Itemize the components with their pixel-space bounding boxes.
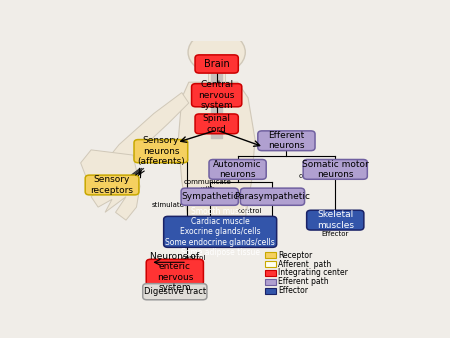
Text: Spinal
cord: Spinal cord — [202, 114, 231, 134]
Text: Autonomic
neurons: Autonomic neurons — [213, 160, 262, 179]
Text: Efferent path: Efferent path — [278, 277, 328, 286]
FancyBboxPatch shape — [265, 288, 275, 294]
FancyBboxPatch shape — [192, 83, 242, 107]
Text: Central
nervous
system: Central nervous system — [198, 80, 235, 110]
Circle shape — [188, 31, 245, 74]
Text: Sensory
receptors: Sensory receptors — [90, 175, 134, 195]
Text: control: control — [238, 208, 262, 214]
Text: Effector: Effector — [278, 286, 308, 295]
FancyBboxPatch shape — [209, 160, 266, 179]
FancyBboxPatch shape — [258, 131, 315, 151]
FancyBboxPatch shape — [195, 114, 238, 134]
FancyBboxPatch shape — [85, 175, 139, 195]
Polygon shape — [81, 150, 140, 220]
FancyBboxPatch shape — [265, 270, 275, 276]
Text: Smooth muscle
Cardiac muscle
Exocrine glands/cells
Some endocrine glands/cells
S: Smooth muscle Cardiac muscle Exocrine gl… — [165, 207, 275, 257]
FancyBboxPatch shape — [265, 261, 275, 267]
Text: Skeletal
muscles: Skeletal muscles — [317, 211, 354, 230]
Text: Effector: Effector — [322, 232, 349, 238]
Text: Efferent
neurons: Efferent neurons — [268, 131, 305, 150]
Text: Brain: Brain — [204, 59, 230, 69]
FancyBboxPatch shape — [143, 284, 207, 300]
Text: Neurons of
enteric
nervous
system: Neurons of enteric nervous system — [150, 252, 199, 292]
Text: Digestive tract: Digestive tract — [144, 287, 206, 296]
FancyBboxPatch shape — [146, 259, 203, 285]
Text: Sympathetic: Sympathetic — [181, 192, 238, 201]
Text: Integrating center: Integrating center — [278, 268, 348, 277]
FancyBboxPatch shape — [195, 55, 238, 73]
Text: Parasympathetic: Parasympathetic — [234, 192, 310, 201]
FancyBboxPatch shape — [265, 279, 275, 285]
Text: control: control — [182, 255, 206, 261]
FancyBboxPatch shape — [134, 140, 188, 163]
FancyBboxPatch shape — [303, 160, 367, 179]
Text: control: control — [299, 173, 323, 179]
FancyBboxPatch shape — [306, 210, 364, 230]
Polygon shape — [178, 82, 255, 244]
Text: Sensory
neurons
(afferents): Sensory neurons (afferents) — [137, 136, 185, 166]
Text: stimulate: stimulate — [151, 201, 184, 208]
Polygon shape — [108, 93, 189, 171]
FancyBboxPatch shape — [181, 188, 238, 205]
Polygon shape — [208, 73, 225, 82]
Text: Somatic motor
neurons: Somatic motor neurons — [302, 160, 369, 179]
FancyBboxPatch shape — [164, 216, 277, 247]
Text: communicate
with: communicate with — [184, 178, 232, 192]
Text: Afferent  path: Afferent path — [278, 260, 331, 269]
FancyBboxPatch shape — [265, 252, 275, 258]
FancyBboxPatch shape — [240, 188, 305, 205]
Text: Receptor: Receptor — [278, 251, 312, 260]
